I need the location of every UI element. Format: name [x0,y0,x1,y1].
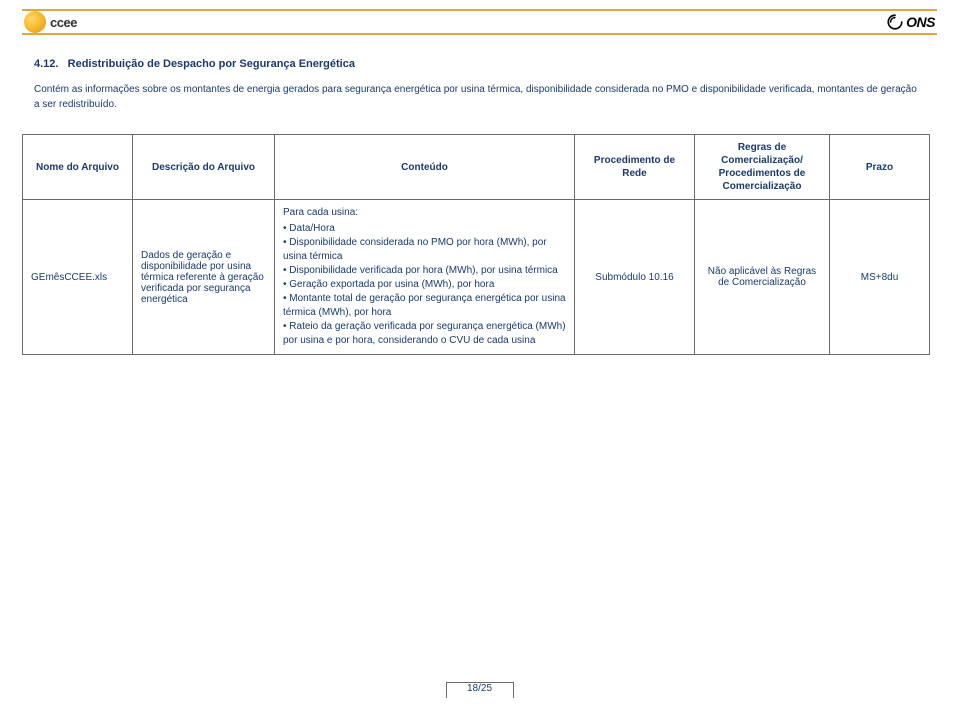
cell-procedimento: Submódulo 10.16 [575,200,695,355]
col-descricao: Descrição do Arquivo [133,135,275,200]
col-regras: Regras de Comercialização/ Procedimentos… [695,135,830,200]
section-title-text: Redistribuição de Despacho por Segurança… [68,58,355,70]
ccee-logo: ccee [24,11,77,33]
col-procedimento: Procedimento de Rede [575,135,695,200]
conteudo-list: • Data/Hora• Disponibilidade considerada… [283,222,566,348]
conteudo-item: • Geração exportada por usina (MWh), por… [283,278,566,292]
cell-conteudo: Para cada usina: • Data/Hora• Disponibil… [275,200,575,355]
table-row: GEmêsCCEE.xls Dados de geração e disponi… [23,200,930,355]
ons-logo-text: ONS [906,14,935,30]
ons-logo-icon [886,13,904,31]
conteudo-item: • Rateio da geração verificada por segur… [283,320,566,348]
cell-descricao: Dados de geração e disponibilidade por u… [133,200,275,355]
conteudo-item: • Data/Hora [283,222,566,236]
section-heading: 4.12. Redistribuição de Despacho por Seg… [34,58,355,70]
col-prazo: Prazo [830,135,930,200]
cell-nome: GEmêsCCEE.xls [23,200,133,355]
cell-prazo: MS+8du [830,200,930,355]
page-header: ccee ONS [22,9,937,35]
conteudo-item: • Montante total de geração por seguranç… [283,292,566,320]
ccee-logo-text: ccee [50,15,77,30]
conteudo-item: • Disponibilidade considerada no PMO por… [283,236,566,264]
section-number: 4.12. [34,58,58,70]
table-header-row: Nome do Arquivo Descrição do Arquivo Con… [23,135,930,200]
page-number: 18/25 [0,683,959,694]
section-intro: Contém as informações sobre os montantes… [34,82,925,112]
col-conteudo: Conteúdo [275,135,575,200]
conteudo-lead: Para cada usina: [283,206,566,220]
ccee-logo-icon [24,11,46,33]
cell-regras: Não aplicável às Regras de Comercializaç… [695,200,830,355]
col-nome: Nome do Arquivo [23,135,133,200]
data-table: Nome do Arquivo Descrição do Arquivo Con… [22,134,930,355]
conteudo-item: • Disponibilidade verificada por hora (M… [283,264,566,278]
ons-logo: ONS [886,13,935,31]
